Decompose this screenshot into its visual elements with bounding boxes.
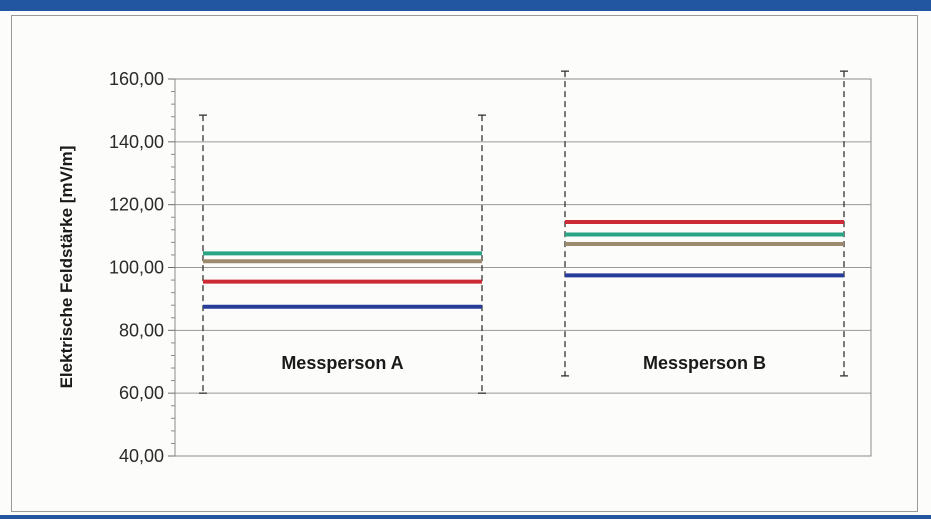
range-markers	[199, 70, 848, 394]
y-tick-label: 160,00	[109, 69, 164, 89]
bottom-accent-bar	[0, 515, 931, 519]
series-lines	[203, 219, 844, 309]
y-axis-ticks	[168, 78, 175, 457]
y-tick-label: 40,00	[119, 446, 164, 466]
y-tick-label: 120,00	[109, 195, 164, 215]
y-tick-label: 60,00	[119, 383, 164, 403]
grid-lines	[175, 141, 871, 394]
y-tick-label: 140,00	[109, 132, 164, 152]
y-axis-tick-labels: 40,00 60,00 80,00 100,00 120,00 140,00 160,00	[109, 69, 164, 466]
y-tick-label: 100,00	[109, 258, 164, 278]
y-axis-label: Elektrische Feldstärke [mV/m]	[57, 146, 76, 389]
y-tick-label: 80,00	[119, 320, 164, 340]
top-accent-bar	[0, 0, 931, 11]
group-label: Messperson A	[281, 353, 403, 373]
group-labels: Messperson A Messperson B	[281, 353, 766, 373]
chart-border	[11, 15, 918, 512]
group-label: Messperson B	[643, 353, 766, 373]
